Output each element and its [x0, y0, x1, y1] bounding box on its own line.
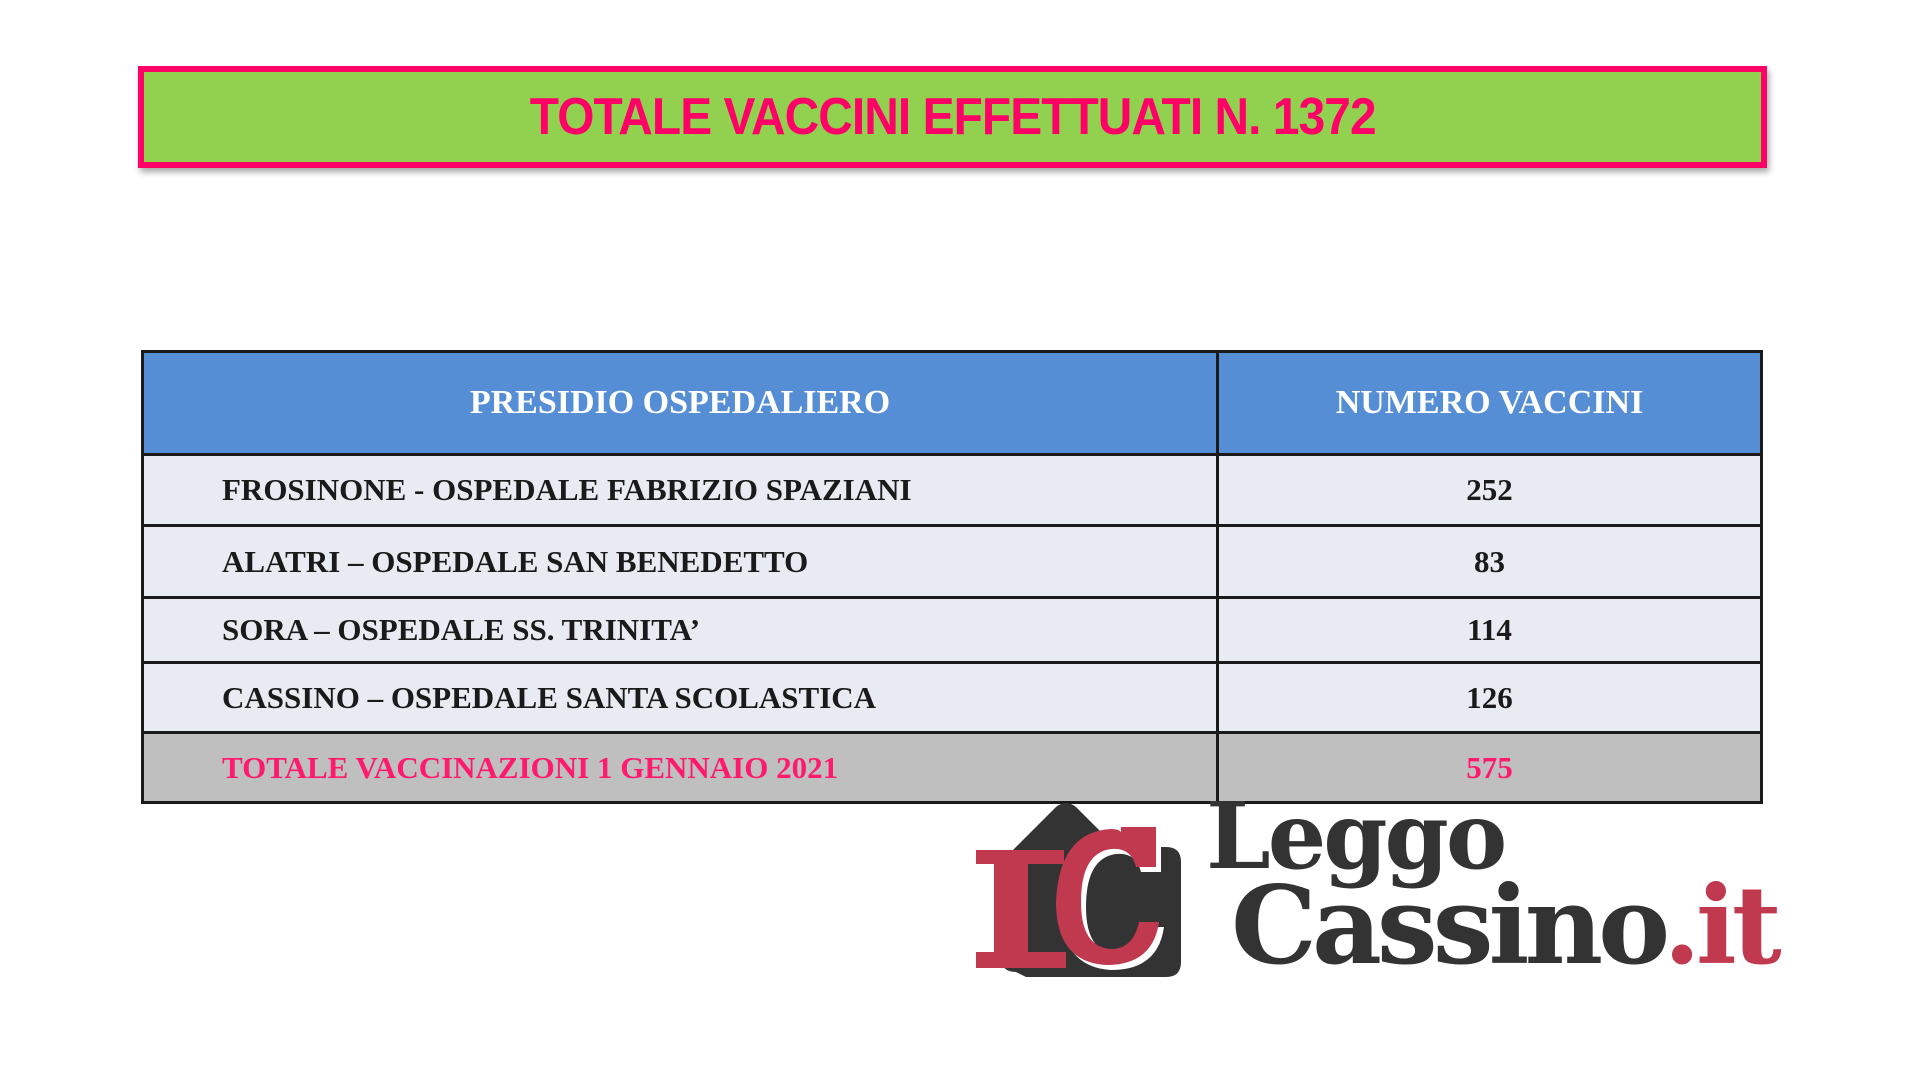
- table-row: FROSINONE - OSPEDALE FABRIZIO SPAZIANI 2…: [141, 453, 1763, 527]
- table-row: CASSINO – OSPEDALE SANTA SCOLASTICA 126: [141, 661, 1763, 734]
- table-total-row: TOTALE VACCINAZIONI 1 GENNAIO 2021 575: [141, 731, 1763, 804]
- leggocassino-logo: Leggo Cassino.it: [976, 790, 1861, 982]
- logo-cassino: Cassino: [1231, 863, 1668, 989]
- header-numero: NUMERO VACCINI: [1216, 350, 1763, 456]
- header-presidio: PRESIDIO OSPEDALIERO: [141, 350, 1219, 456]
- numero-cell: 114: [1216, 596, 1763, 664]
- presidio-cell: SORA – OSPEDALE SS. TRINITA’: [141, 596, 1219, 664]
- total-label: TOTALE VACCINAZIONI 1 GENNAIO 2021: [141, 731, 1219, 804]
- logo-line1: Leggo: [1206, 782, 1507, 890]
- vaccination-table: PRESIDIO OSPEDALIERO NUMERO VACCINI FROS…: [141, 350, 1763, 804]
- lc-monogram-icon: [976, 803, 1181, 977]
- numero-cell: 83: [1216, 524, 1763, 599]
- presidio-cell: FROSINONE - OSPEDALE FABRIZIO SPAZIANI: [141, 453, 1219, 527]
- numero-cell: 252: [1216, 453, 1763, 527]
- title-banner: TOTALE VACCINI EFFETTUATI N. 1372: [138, 66, 1767, 168]
- presidio-cell: CASSINO – OSPEDALE SANTA SCOLASTICA: [141, 661, 1219, 734]
- logo-line2: Cassino.it: [1231, 872, 1782, 980]
- presidio-cell: ALATRI – OSPEDALE SAN BENEDETTO: [141, 524, 1219, 599]
- banner-title: TOTALE VACCINI EFFETTUATI N. 1372: [529, 88, 1377, 146]
- table-row: SORA – OSPEDALE SS. TRINITA’ 114: [141, 596, 1763, 664]
- total-value: 575: [1216, 731, 1763, 804]
- numero-cell: 126: [1216, 661, 1763, 734]
- logo-tld: .it: [1663, 863, 1781, 989]
- table-header-row: PRESIDIO OSPEDALIERO NUMERO VACCINI: [141, 350, 1763, 456]
- table-row: ALATRI – OSPEDALE SAN BENEDETTO 83: [141, 524, 1763, 599]
